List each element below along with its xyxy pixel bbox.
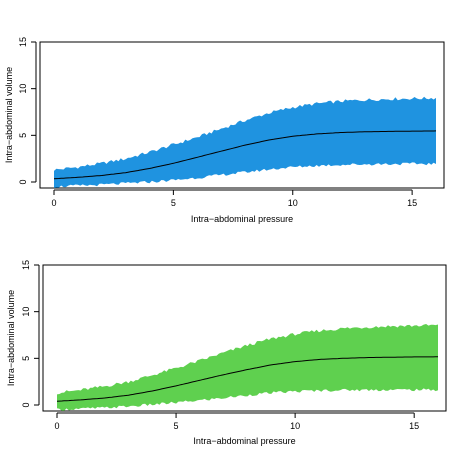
plot-frame <box>39 41 445 189</box>
x-axis-title: Intra−abdominal pressure <box>191 214 293 224</box>
y-tick-label: 15 <box>18 37 28 47</box>
y-axis-title: Intra−abdominal volume <box>6 290 16 386</box>
mean-curve <box>53 130 437 180</box>
x-tick-label: 10 <box>288 198 298 208</box>
uncertainty-band <box>54 96 436 188</box>
y-tick-label: 0 <box>18 179 28 184</box>
y-tick-label: 15 <box>21 260 31 270</box>
plot-frame <box>42 264 447 412</box>
y-axis-title: Intra−abdominal volume <box>4 67 14 163</box>
uncertainty-band <box>57 324 438 411</box>
y-tick-label: 5 <box>21 356 31 361</box>
y-tick-label: 10 <box>18 84 28 94</box>
mean-curve <box>56 356 438 402</box>
x-tick-label: 5 <box>171 198 176 208</box>
x-tick-label: 0 <box>51 198 56 208</box>
x-tick-label: 15 <box>407 198 417 208</box>
y-tick-label: 0 <box>21 402 31 407</box>
y-tick-label: 10 <box>21 307 31 317</box>
x-tick-label: 10 <box>290 421 300 431</box>
chart-panel-bottom: 0 5 10 15 Intra−abdominal pressure 0 5 10 15 Intr… <box>6 260 447 446</box>
x-tick-label: 5 <box>174 421 179 431</box>
chart-panel-top: 0 5 10 15 Intra−abdominal pressure 0 5 10 15 Intr… <box>4 37 445 224</box>
x-tick-label: 15 <box>409 421 419 431</box>
x-axis-title: Intra−abdominal pressure <box>193 436 295 446</box>
x-tick-label: 0 <box>54 421 59 431</box>
y-tick-label: 5 <box>18 133 28 138</box>
